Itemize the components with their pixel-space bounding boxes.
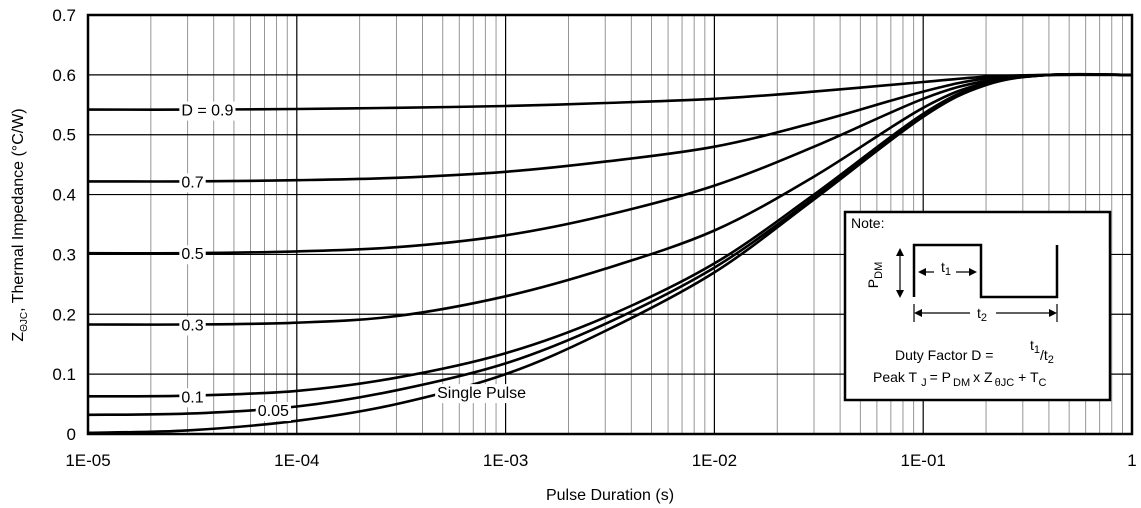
series-label: 0.7 xyxy=(181,174,203,191)
y-tick-labels: 0 0.1 0.2 0.3 0.4 0.5 0.6 0.7 xyxy=(52,6,76,444)
plot-frame xyxy=(86,13,1134,436)
series-label: 0.05 xyxy=(258,403,289,420)
series-label: 0.1 xyxy=(181,389,203,406)
t1-label-bg xyxy=(934,261,956,279)
series-curve xyxy=(87,72,1133,435)
y-tick-label: 0.7 xyxy=(52,6,76,25)
series-label: D = 0.9 xyxy=(181,103,233,120)
series-label: 0.5 xyxy=(181,246,203,263)
x-tick-label: 1E-01 xyxy=(901,451,946,470)
t1-label: t1 xyxy=(941,259,951,278)
series-curve xyxy=(87,73,1133,111)
series-label-bg xyxy=(179,316,206,336)
t1-arrow-left xyxy=(918,268,926,276)
y-tick-label: 0.5 xyxy=(52,126,76,145)
t2-arrow-right xyxy=(1049,309,1057,317)
t2-arrow-left xyxy=(914,309,922,317)
series-curve xyxy=(87,73,1133,183)
y-tick-label: 0.3 xyxy=(52,245,76,264)
x-tick-label: 1 xyxy=(1127,451,1136,470)
y-axis-title: ZΘJC, Thermal Impedance (°C/W) xyxy=(10,108,30,341)
x-axis-title: Pulse Duration (s) xyxy=(546,487,674,504)
t2-label: t2 xyxy=(977,305,987,324)
x-tick-labels: 1E-05 1E-04 1E-03 1E-02 1E-01 1 xyxy=(65,451,1136,470)
duty-factor-formula: t1/t2 xyxy=(1030,337,1054,366)
series-label-bg xyxy=(435,384,529,404)
series-label: 0.3 xyxy=(181,317,203,334)
y-tick-label: 0.4 xyxy=(52,186,76,205)
x-tick-label: 1E-04 xyxy=(274,451,319,470)
series-label-bg xyxy=(179,173,206,193)
y-axis-title-subscript: ΘJC xyxy=(19,312,30,332)
y-tick-label: 0.1 xyxy=(52,365,76,384)
series-labels: D = 0.9 0.7 0.5 0.3 0.1 0.05 Single Pulse xyxy=(179,101,529,422)
series-label-bg xyxy=(179,245,206,265)
x-tick-label: 1E-03 xyxy=(483,451,528,470)
x-tick-label: 1E-02 xyxy=(692,451,737,470)
y-tick-label: 0.2 xyxy=(52,305,76,324)
pdm-label: PDM xyxy=(865,262,885,288)
series-label-bg xyxy=(255,402,291,422)
duty-factor-label: Duty Factor D = xyxy=(895,347,993,363)
note-box: Note: PDM t1 t2 Duty Factor D = t1/t2 Pe… xyxy=(843,210,1112,402)
svg-text:ZΘJC, Thermal Impedance (°C/W): ZΘJC, Thermal Impedance (°C/W) xyxy=(10,108,30,341)
pdm-arrow-bottom xyxy=(896,290,904,298)
y-tick-label: 0.6 xyxy=(52,66,76,85)
series-label-bg xyxy=(179,101,236,121)
x-tick-label: 1E-05 xyxy=(65,451,110,470)
series-label-bg xyxy=(179,388,206,408)
y-axis-title-rest: , Thermal Impedance (°C/W) xyxy=(10,108,27,312)
y-axis-title-main: Z xyxy=(10,332,27,342)
y-tick-label: 0 xyxy=(67,425,76,444)
pulse-waveform xyxy=(912,243,1059,299)
series-curve xyxy=(87,73,1133,255)
svg-text:PDM: PDM xyxy=(865,262,885,288)
pdm-arrow-top xyxy=(896,248,904,256)
t2-label-bg xyxy=(970,305,996,323)
t1-arrow-right xyxy=(969,268,977,276)
note-title: Note: xyxy=(851,215,884,231)
series-label: Single Pulse xyxy=(437,385,526,402)
